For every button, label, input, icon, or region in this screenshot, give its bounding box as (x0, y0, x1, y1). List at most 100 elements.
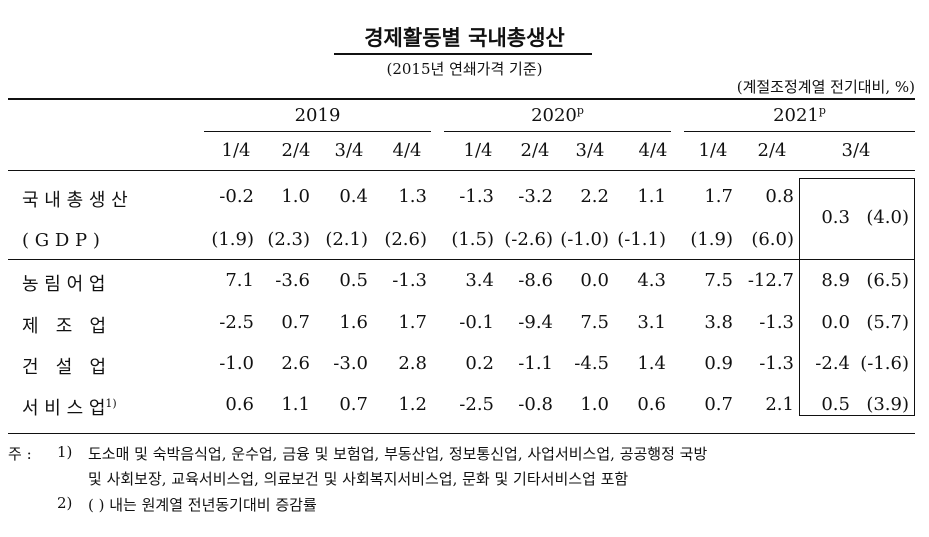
data-cell: 8.9 (821, 270, 850, 291)
data-cell: -12.7 (747, 270, 794, 291)
data-cell: -1.0 (219, 353, 254, 374)
table-top-rule (8, 98, 915, 100)
data-cell: 0.7 (281, 312, 310, 333)
gdp-separator-rule (8, 259, 915, 260)
data-cell: 2.8 (398, 353, 427, 374)
row-label: 서 비 스 업1) (22, 394, 182, 420)
data-cell: (-1.0) (560, 229, 609, 250)
year-sup: p (818, 104, 826, 117)
data-cell: (1.5) (451, 229, 494, 250)
latest-quarter-highlight-box (799, 178, 915, 416)
data-cell: 3.8 (704, 312, 733, 333)
data-cell: 4.3 (637, 270, 666, 291)
data-cell: 0.3 (821, 207, 850, 228)
data-cell: 0.8 (765, 186, 794, 207)
data-cell: 0.0 (580, 270, 609, 291)
note-1-line-2: 및 사회보장, 교육서비스업, 의료보건 및 사회복지서비스업, 문화 및 기타… (88, 470, 629, 488)
data-cell: -4.5 (574, 353, 609, 374)
data-cell: (-1.1) (617, 229, 666, 250)
row-label-text: 국 내 총 생 산 (22, 190, 128, 211)
data-cell: 1.4 (637, 353, 666, 374)
row-label: 농 림 어 업 (22, 270, 182, 296)
data-cell: (6.0) (751, 229, 794, 250)
data-cell: 0.6 (225, 394, 254, 415)
data-cell: (2.6) (384, 229, 427, 250)
data-cell: 0.2 (465, 353, 494, 374)
data-cell: 2.2 (580, 186, 609, 207)
data-cell: 7.1 (225, 270, 254, 291)
row-label: ( G D P ) (22, 229, 182, 251)
data-cell: -3.2 (518, 186, 553, 207)
data-cell: -2.5 (459, 394, 494, 415)
data-cell: 1.7 (704, 186, 733, 207)
row-label-text: 건 설 업 (22, 357, 107, 378)
quarter-header: 2/4 (757, 140, 787, 161)
year-header-2021: 2021p (684, 104, 915, 126)
data-cell: 1.0 (281, 186, 310, 207)
data-cell: 0.0 (821, 312, 850, 333)
data-cell: 1.3 (398, 186, 427, 207)
row-label-footnote: 1) (105, 397, 117, 410)
note-prefix: 주 : (8, 445, 32, 463)
data-cell: 1.1 (281, 394, 310, 415)
data-cell: (4.0) (866, 207, 909, 228)
row-label: 제 조 업 (22, 312, 182, 338)
quarter-header: 2/4 (281, 140, 311, 161)
row-label: 국 내 총 생 산 (22, 186, 182, 212)
year-underline-2021 (684, 131, 915, 132)
data-cell: 1.1 (637, 186, 666, 207)
data-cell: -1.1 (518, 353, 553, 374)
data-cell: 1.2 (398, 394, 427, 415)
data-cell: -1.3 (759, 312, 794, 333)
quarter-header: 3/4 (334, 140, 364, 161)
data-cell: 3.1 (637, 312, 666, 333)
quarter-header: 3/4 (575, 140, 605, 161)
data-cell: 1.7 (398, 312, 427, 333)
year-label: 2021 (773, 105, 819, 126)
data-cell: 0.5 (339, 270, 368, 291)
data-cell: (3.9) (866, 394, 909, 415)
data-cell: -0.2 (219, 186, 254, 207)
year-header-2020: 2020p (444, 104, 671, 126)
data-cell: 3.4 (465, 270, 494, 291)
data-cell: 2.6 (281, 353, 310, 374)
year-underline-2020 (444, 131, 671, 132)
quarter-header: 3/4 (841, 140, 871, 161)
data-cell: -2.4 (815, 353, 850, 374)
row-label-text: 농 림 어 업 (22, 274, 106, 295)
data-cell: (5.7) (866, 312, 909, 333)
data-cell: -0.8 (518, 394, 553, 415)
data-cell: 7.5 (704, 270, 733, 291)
row-label: 건 설 업 (22, 353, 182, 379)
data-cell: -1.3 (459, 186, 494, 207)
data-cell: 0.7 (339, 394, 368, 415)
unit-note: (계절조정계열 전기대비, %) (736, 78, 915, 96)
year-label: 2019 (294, 105, 341, 126)
note-2-number: 2) (57, 494, 73, 512)
year-sup: p (576, 104, 584, 117)
data-cell: (-2.6) (504, 229, 553, 250)
table-bottom-rule (8, 433, 915, 434)
data-cell: 1.6 (339, 312, 368, 333)
note-2-text: ( ) 내는 원계열 전년동기대비 증감률 (88, 496, 317, 514)
data-cell: -2.5 (219, 312, 254, 333)
data-cell: -1.3 (392, 270, 427, 291)
header-bottom-rule (8, 170, 915, 171)
data-cell: 7.5 (580, 312, 609, 333)
row-label-text: 제 조 업 (22, 316, 107, 337)
title-underline (334, 53, 592, 55)
subtitle: (2015년 연쇄가격 기준) (386, 60, 543, 78)
data-cell: 0.4 (339, 186, 368, 207)
data-cell: 0.6 (637, 394, 666, 415)
data-cell: 1.0 (580, 394, 609, 415)
quarter-header: 4/4 (392, 140, 422, 161)
data-cell: (1.9) (690, 229, 733, 250)
year-label: 2020 (531, 105, 577, 126)
data-cell: (2.3) (267, 229, 310, 250)
year-underline-2019 (204, 131, 431, 132)
row-label-text: 서 비 스 업 (22, 398, 106, 419)
data-cell: (-1.6) (860, 353, 909, 374)
data-cell: -9.4 (518, 312, 553, 333)
data-cell: -3.6 (275, 270, 310, 291)
data-cell: 2.1 (765, 394, 794, 415)
